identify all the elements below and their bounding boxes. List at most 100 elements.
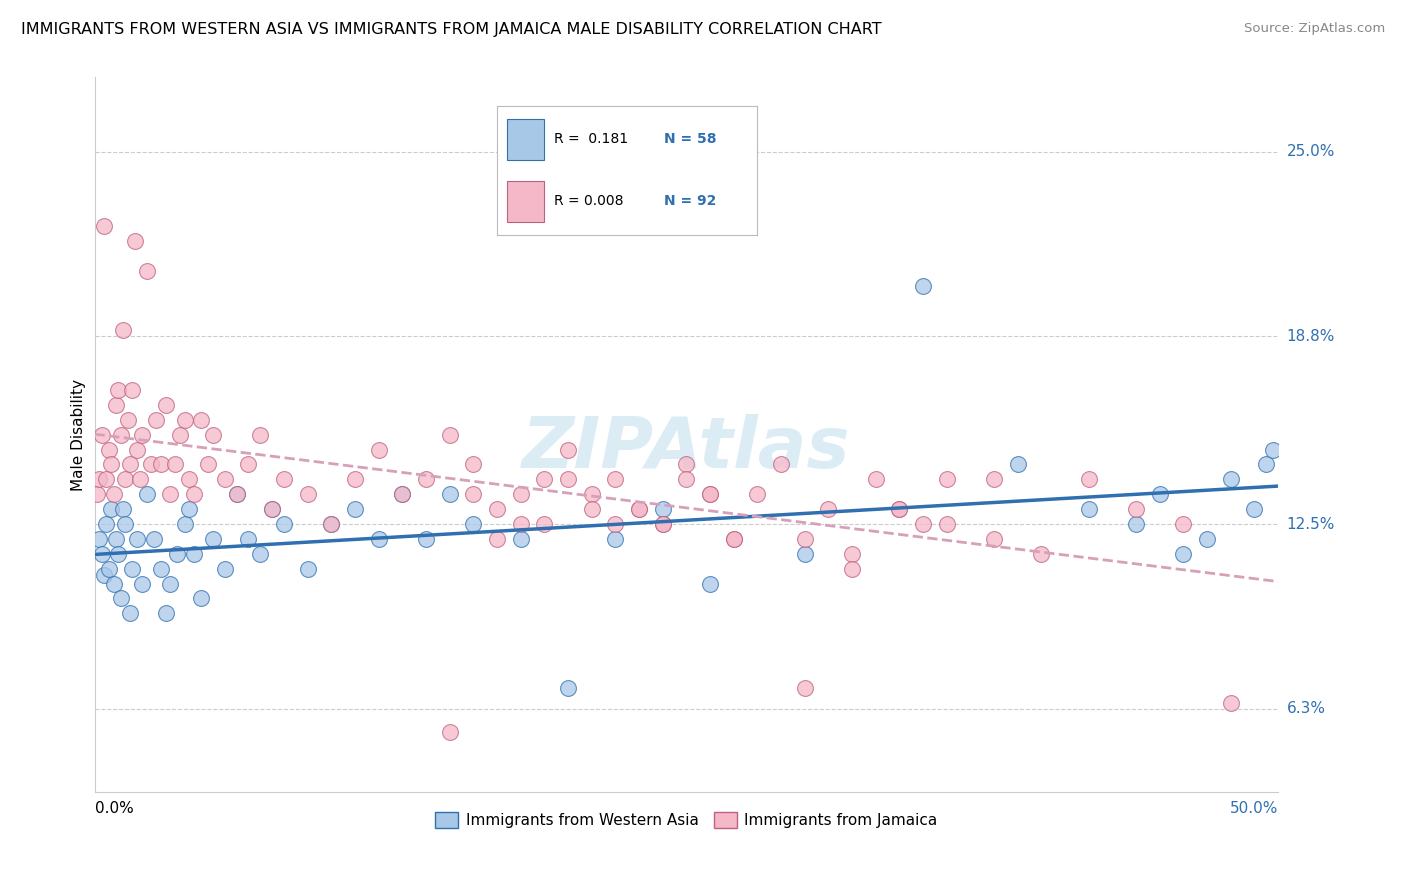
Point [149, 562, 172, 576]
Point [415, 472, 437, 486]
Point [463, 487, 485, 501]
Point [173, 413, 195, 427]
Point [142, 532, 165, 546]
Point [935, 516, 957, 531]
Point [1125, 502, 1147, 516]
Point [107, 383, 129, 397]
Point [463, 516, 485, 531]
Point [581, 502, 603, 516]
Point [367, 442, 389, 457]
Point [1173, 547, 1195, 561]
Point [89, 532, 111, 546]
Point [135, 487, 157, 501]
Point [1077, 472, 1099, 486]
Point [183, 487, 205, 501]
Point [249, 547, 271, 561]
Point [1263, 442, 1285, 457]
Point [439, 487, 461, 501]
Point [169, 427, 191, 442]
Point [179, 472, 201, 486]
Point [343, 502, 366, 516]
Point [983, 532, 1005, 546]
Point [214, 472, 236, 486]
Point [793, 532, 815, 546]
Point [1219, 696, 1241, 710]
Point [439, 725, 461, 739]
Point [439, 427, 461, 442]
Text: 6.3%: 6.3% [1286, 701, 1326, 716]
Point [793, 681, 815, 695]
Point [1149, 487, 1171, 501]
Point [723, 532, 745, 546]
Point [96, 516, 118, 531]
Point [509, 487, 531, 501]
Point [699, 487, 721, 501]
Legend: Immigrants from Western Asia, Immigrants from Jamaica: Immigrants from Western Asia, Immigrants… [429, 806, 943, 834]
Point [1243, 502, 1265, 516]
Point [183, 547, 205, 561]
Point [367, 532, 389, 546]
Text: ZIPAtlas: ZIPAtlas [522, 415, 851, 483]
Point [89, 472, 111, 486]
Point [103, 576, 125, 591]
Point [86, 487, 108, 501]
Y-axis label: Male Disability: Male Disability [72, 379, 86, 491]
Point [911, 278, 934, 293]
Point [90, 427, 112, 442]
Point [391, 487, 413, 501]
Point [100, 502, 122, 516]
Point [201, 427, 224, 442]
Point [121, 383, 143, 397]
Point [983, 472, 1005, 486]
Point [111, 502, 134, 516]
Point [415, 532, 437, 546]
Point [581, 487, 603, 501]
Point [605, 532, 627, 546]
Point [165, 458, 187, 472]
Point [699, 487, 721, 501]
Point [104, 398, 127, 412]
Point [605, 516, 627, 531]
Point [651, 502, 673, 516]
Point [197, 458, 219, 472]
Point [107, 547, 129, 561]
Point [238, 532, 260, 546]
Point [159, 487, 181, 501]
Point [675, 472, 697, 486]
Point [155, 398, 177, 412]
Point [93, 567, 115, 582]
Point [135, 264, 157, 278]
Point [723, 532, 745, 546]
Point [114, 516, 136, 531]
Text: 12.5%: 12.5% [1286, 516, 1334, 532]
Point [120, 458, 142, 472]
Point [127, 532, 149, 546]
Point [225, 487, 247, 501]
Text: 0.0%: 0.0% [94, 801, 134, 816]
Point [651, 516, 673, 531]
Text: 50.0%: 50.0% [1230, 801, 1278, 816]
Point [93, 219, 115, 234]
Point [114, 472, 136, 486]
Point [238, 458, 260, 472]
Point [1195, 532, 1218, 546]
Point [889, 502, 911, 516]
Point [533, 516, 555, 531]
Point [111, 324, 134, 338]
Point [110, 427, 132, 442]
Point [321, 516, 343, 531]
Point [557, 472, 579, 486]
Point [1007, 458, 1029, 472]
Point [485, 502, 508, 516]
Point [128, 472, 150, 486]
Point [110, 591, 132, 606]
Point [117, 413, 139, 427]
Point [121, 562, 143, 576]
Point [865, 472, 887, 486]
Point [1125, 516, 1147, 531]
Point [627, 502, 650, 516]
Point [201, 532, 224, 546]
Point [297, 562, 319, 576]
Point [249, 427, 271, 442]
Point [747, 487, 769, 501]
